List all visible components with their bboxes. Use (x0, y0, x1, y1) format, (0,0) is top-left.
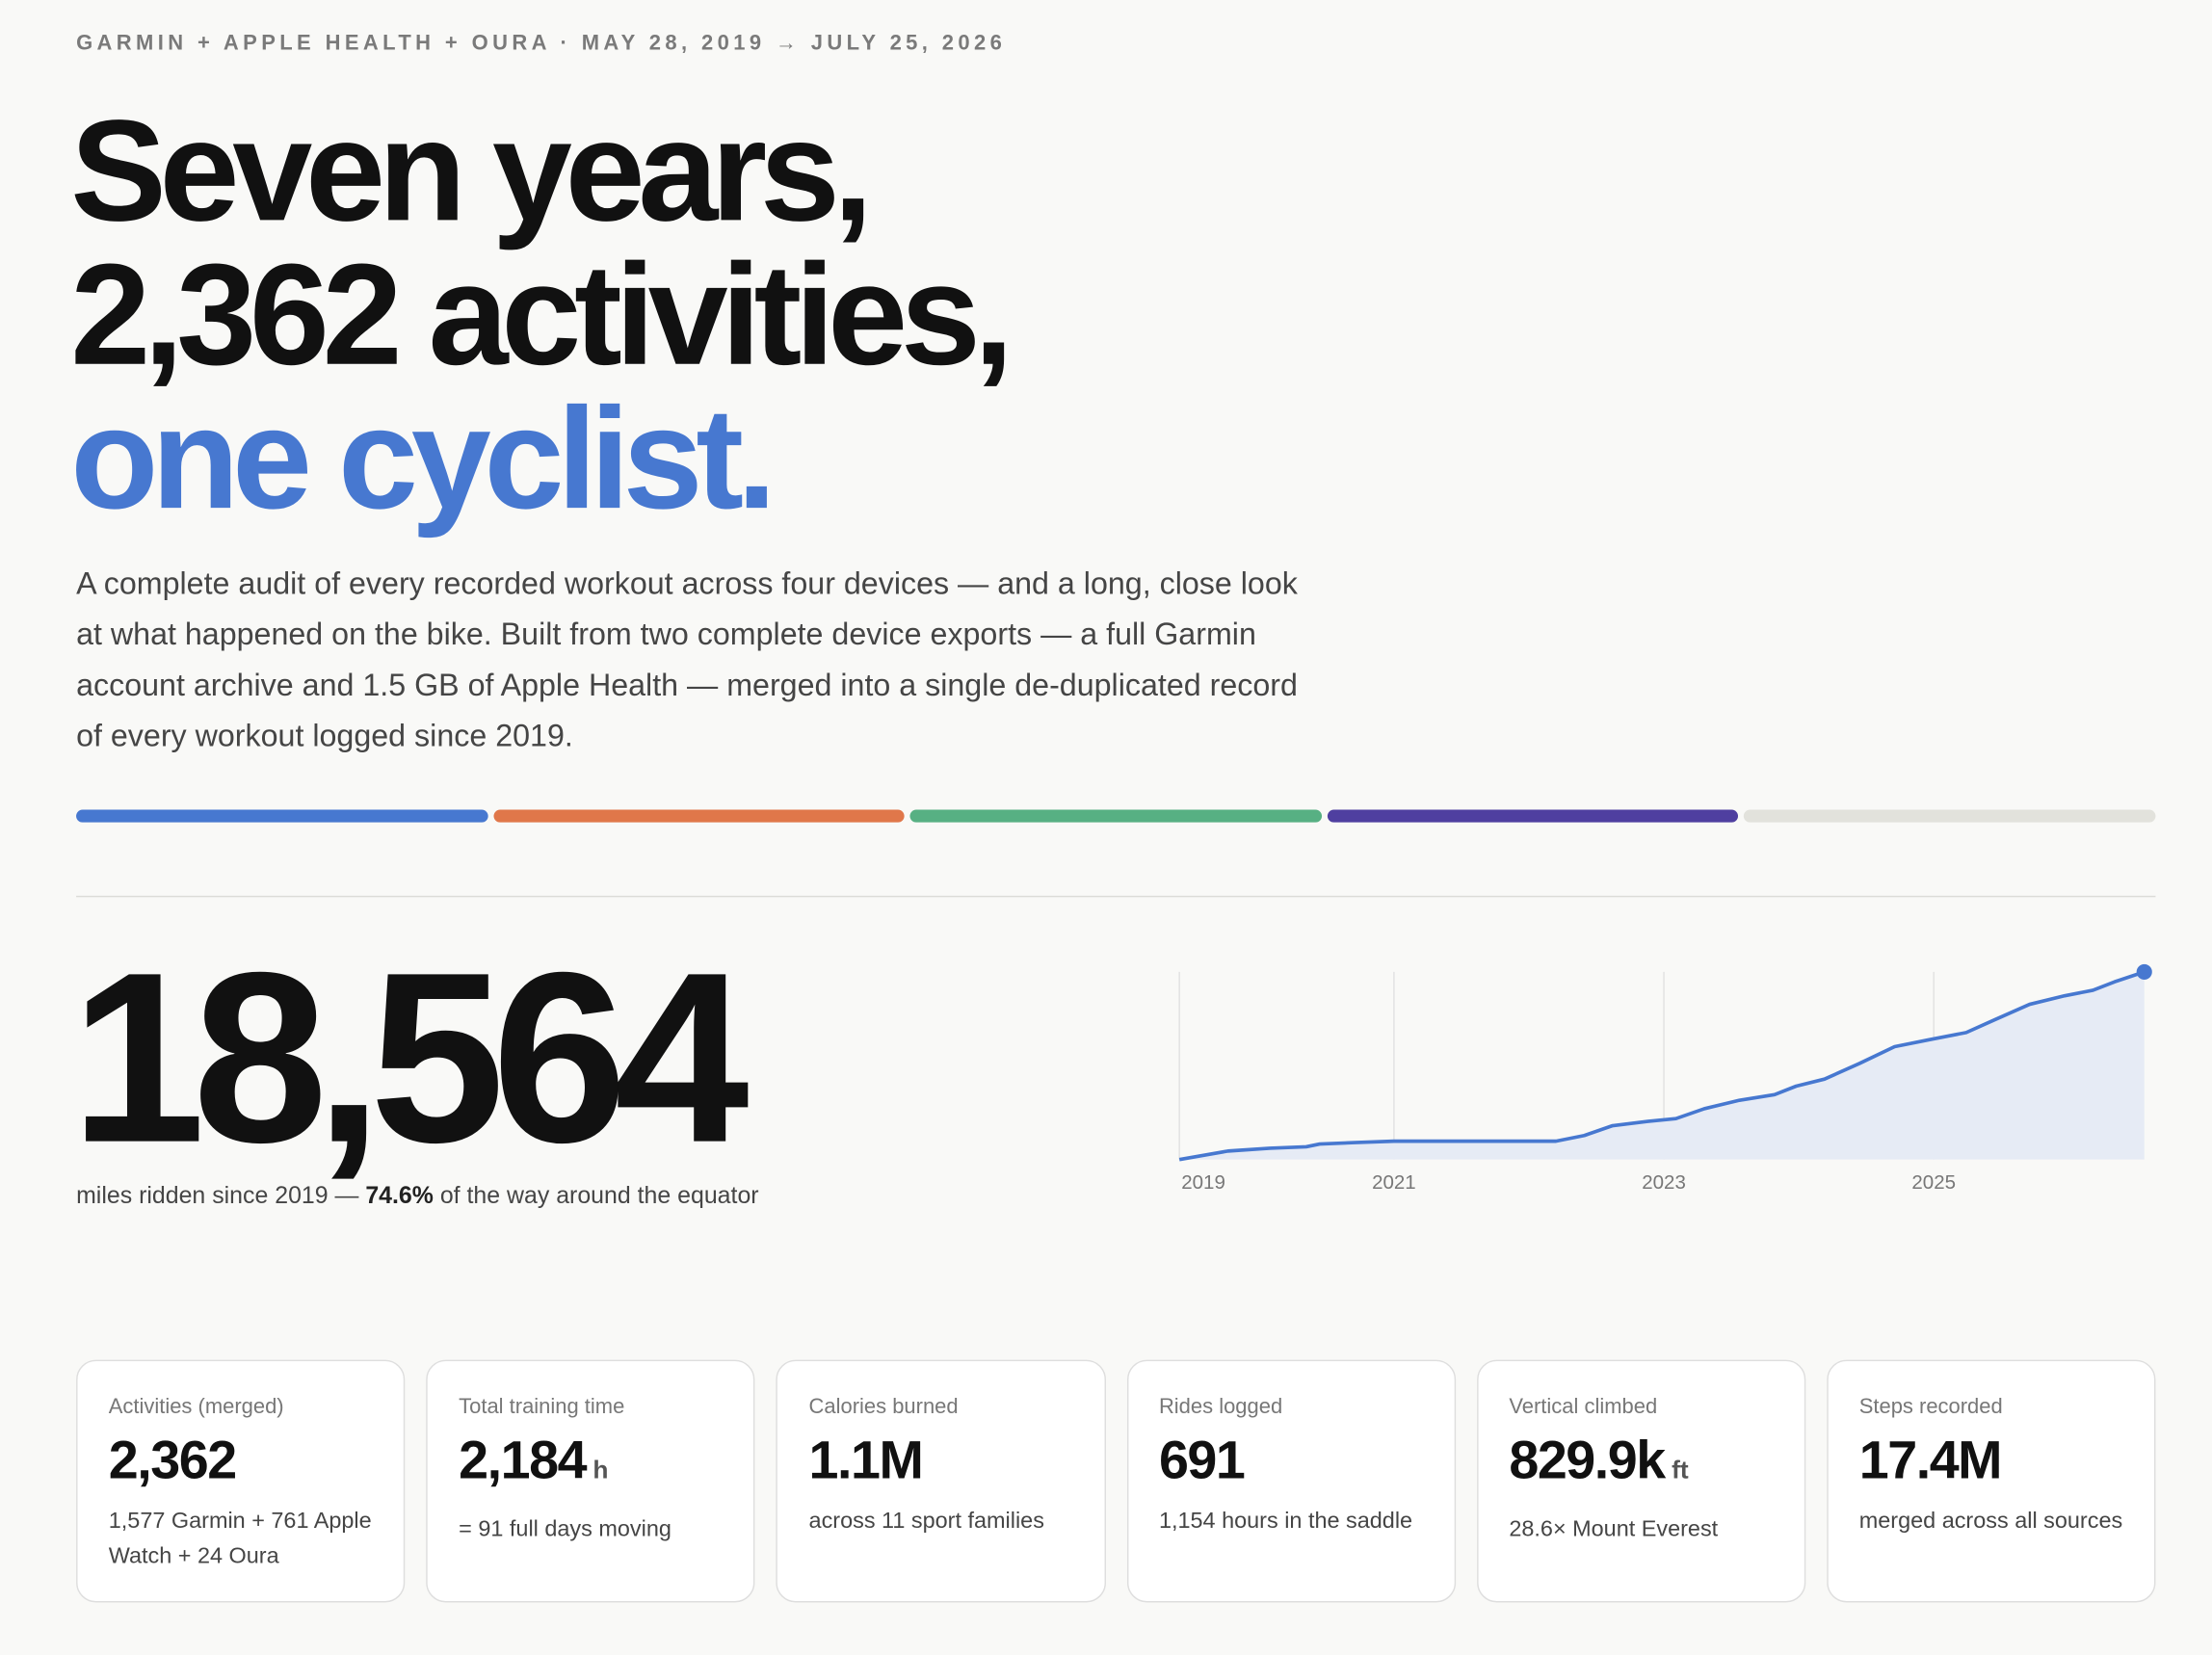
stat-number: 1.1M (808, 1432, 924, 1491)
bar-segment (909, 809, 1322, 823)
x-tick-label: 2025 (1911, 1171, 1956, 1194)
stat-value: 1.1M (809, 1431, 1073, 1492)
stat-card: Calories burned 1.1M across 11 sport famil… (776, 1359, 1106, 1603)
caption-text: of the way around the equator (433, 1182, 759, 1209)
bar-segment (492, 809, 905, 823)
stat-note: across 11 sport families (808, 1509, 1044, 1534)
headline-line: Seven years, (70, 90, 873, 251)
line (1178, 970, 2146, 1162)
divider (76, 895, 2156, 898)
stat-cards: Activities (merged) 2,362 1,577 Garmin + 7… (76, 1359, 2156, 1603)
stat-card: Vertical climbed 829.9k ft 28.6× Mount Ever… (1476, 1359, 1806, 1603)
stat-card: Steps recorded 17.4M merged across all sou… (1827, 1359, 2156, 1603)
hero-number: 18,564 (70, 922, 749, 1194)
stat-card: Total training time 2,184 h = 91 full days … (426, 1359, 755, 1603)
stat-card: Rides logged 691 1,154 hours in the saddle (1126, 1359, 1456, 1603)
bar-segment (76, 809, 488, 823)
stat-card: Activities (merged) 2,362 1,577 Garmin + 7… (76, 1359, 406, 1603)
stat-unit: h (592, 1456, 609, 1484)
stat-label: Vertical climbed (1509, 1395, 1658, 1420)
end-point (2136, 963, 2152, 980)
stat-label: Rides logged (1158, 1395, 1283, 1420)
stat-number: 2,362 (108, 1432, 237, 1491)
bar-segment (1327, 809, 1739, 823)
caption-text: miles ridden since 2019 — (76, 1182, 366, 1209)
stat-number: 2,184 (459, 1432, 587, 1491)
stat-label: Total training time (459, 1395, 625, 1420)
lede: A complete audit of every recorded worko… (76, 565, 1298, 753)
caption-highlight: 74.6% (365, 1182, 434, 1209)
stat-note: 28.6× Mount Everest (1509, 1517, 1719, 1542)
stat-value: 2,362 (109, 1431, 373, 1492)
stat-number: 829.9k (1509, 1432, 1666, 1491)
stat-value: 17.4M (1859, 1431, 2123, 1492)
x-tick-label: 2023 (1642, 1171, 1686, 1194)
x-tick-label: 2021 (1372, 1171, 1416, 1194)
headline-line: 2,362 activities, (70, 234, 1014, 396)
stat-label: Steps recorded (1858, 1395, 2003, 1420)
stat-note: 1,577 Garmin + 761 Apple Watch + 24 Oura (108, 1509, 372, 1569)
bar-segment (1744, 809, 2156, 823)
device-bars (76, 809, 2156, 823)
headline: Seven years, 2,362 activities, one cycli… (70, 90, 1014, 539)
area (1179, 971, 2145, 1160)
stat-label: Activities (merged) (108, 1395, 284, 1420)
cumulative-chart: 2019 2021 2023 2025 (1178, 963, 2152, 1194)
headline-line: one cyclist. (70, 378, 777, 539)
stat-note: = 91 full days moving (459, 1517, 672, 1542)
stat-unit: ft (1672, 1456, 1689, 1484)
eyebrow: GARMIN + APPLE HEALTH + OURA · MAY 28, 2… (76, 31, 1007, 56)
stat-value: 829.9k ft (1509, 1431, 1773, 1501)
stat-value: 2,184 h (459, 1431, 723, 1501)
stat-note: 1,154 hours in the saddle (1158, 1509, 1413, 1534)
stat-note: merged across all sources (1858, 1509, 2123, 1534)
stat-number: 17.4M (1858, 1432, 2003, 1491)
x-tick-label: 2019 (1181, 1171, 1225, 1194)
stat-label: Calories burned (808, 1395, 959, 1420)
stat-value: 691 (1159, 1431, 1423, 1492)
hero-caption: miles ridden since 2019 — 74.6% of the w… (76, 1182, 759, 1210)
stat-number: 691 (1158, 1432, 1246, 1491)
